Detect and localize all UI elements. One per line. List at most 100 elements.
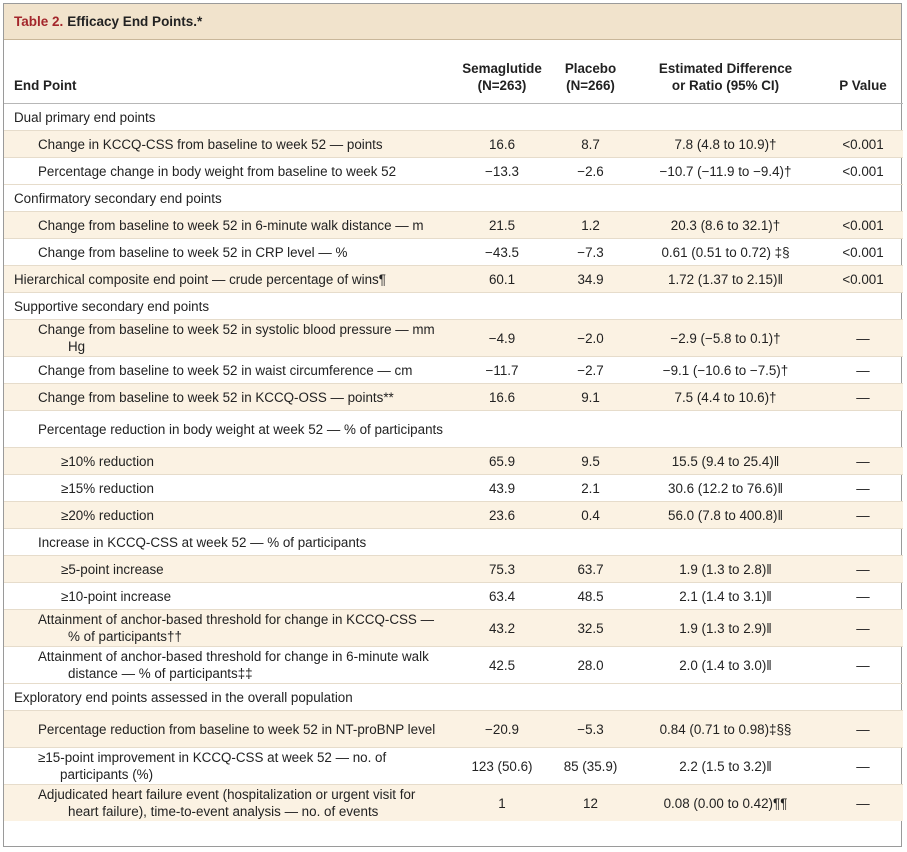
row-label: Change from baseline to week 52 in 6-min… [38,217,424,233]
difference-value: 2.0 (1.4 to 3.0)‖ [679,657,772,673]
section-row: Exploratory end points assessed in the o… [4,684,903,711]
semaglutide-value: 75.3 [488,561,516,577]
table-row: Hierarchical composite end point — crude… [4,265,903,293]
table-row: ≥15-point improvement in KCCQ-CSS at wee… [4,748,903,785]
p-value: — [856,758,870,774]
section-label: Confirmatory secondary end points [14,190,222,206]
p-value: — [856,657,870,673]
section-label: Exploratory end points assessed in the o… [14,689,353,705]
difference-value: 56.0 (7.8 to 400.8)‖ [668,507,783,523]
semaglutide-value: 123 (50.6) [471,758,533,774]
placebo-value: −2.0 [577,330,604,346]
semaglutide-value: 63.4 [488,588,516,604]
subheading-row: Increase in KCCQ-CSS at week 52 — % of p… [4,529,903,556]
semaglutide-value: −13.3 [485,163,519,179]
table-row: Change from baseline to week 52 in CRP l… [4,239,903,266]
placebo-value: 63.7 [577,561,604,577]
difference-value: 1.9 (1.3 to 2.9)‖ [679,620,772,636]
row-label: ≥10% reduction [61,453,154,469]
row-label: Attainment of anchor-based threshold for… [38,612,434,644]
table-row: Change from baseline to week 52 in waist… [4,357,903,384]
row-label: Change from baseline to week 52 in waist… [38,362,413,378]
header-row: End Point Semaglutide (N=263) Placebo (N=2… [4,40,903,104]
semaglutide-value: 65.9 [488,453,516,469]
difference-value: 7.8 (4.8 to 10.9)† [674,136,777,152]
placebo-value: 8.7 [581,136,600,152]
row-label: Percentage change in body weight from ba… [38,163,397,179]
p-value: <0.001 [842,244,884,260]
col-header-p-value: P Value [839,78,887,93]
row-label: ≥15% reduction [61,480,154,496]
difference-value: 1.72 (1.37 to 2.15)‖ [668,271,783,287]
p-value: — [856,453,870,469]
table-row: Percentage reduction from baseline to we… [4,710,903,748]
placebo-value: 34.9 [577,271,604,287]
placebo-value: 28.0 [577,657,604,673]
table-row: Adjudicated heart failure event (hospita… [4,784,903,821]
difference-value: 15.5 (9.4 to 25.4)‖ [671,453,780,469]
p-value: — [856,362,870,378]
row-label: Change from baseline to week 52 in KCCQ-… [38,389,394,405]
semaglutide-value: 43.9 [488,480,516,496]
p-value: <0.001 [842,217,884,233]
difference-value: 2.1 (1.4 to 3.1)‖ [679,588,772,604]
row-label: Adjudicated heart failure event (hospita… [38,787,416,819]
difference-value: −10.7 (−11.9 to −9.4)† [659,163,792,179]
row-label: ≥20% reduction [61,507,154,523]
difference-value: 2.2 (1.5 to 3.2)‖ [679,758,772,774]
section-row: Confirmatory secondary end points [4,185,903,212]
placebo-value: −2.6 [577,163,604,179]
table-row: ≥20% reduction 23.6 0.4 56.0 (7.8 to 400… [4,501,903,529]
difference-value: 0.84 (0.71 to 0.98)‡§§ [659,721,792,737]
semaglutide-value: 43.2 [488,620,516,636]
difference-value: 0.08 (0.00 to 0.42)¶¶ [663,795,788,811]
row-label: Change from baseline to week 52 in systo… [38,322,435,354]
row-label: Attainment of anchor-based threshold for… [38,649,429,681]
p-value: <0.001 [842,163,884,179]
placebo-value: −5.3 [577,721,604,737]
table-row: Change from baseline to week 52 in systo… [4,319,903,357]
placebo-value: −7.3 [577,244,604,260]
p-value: — [856,721,870,737]
placebo-value: 12 [583,795,598,811]
subheading-label: Percentage reduction in body weight at w… [38,421,443,437]
table-row: Attainment of anchor-based threshold for… [4,609,903,647]
subheading-label: Increase in KCCQ-CSS at week 52 — % of p… [38,534,367,550]
table-row: Change from baseline to week 52 in KCCQ-… [4,383,903,411]
row-label: ≥5-point increase [61,561,164,577]
semaglutide-value: 42.5 [488,657,516,673]
placebo-value: 85 (35.9) [563,758,618,774]
placebo-value: 1.2 [581,217,600,233]
subheading-row: Percentage reduction in body weight at w… [4,411,903,448]
table-title-bar: Table 2. Efficacy End Points.* [4,4,901,40]
row-label: Change in KCCQ-CSS from baseline to week… [38,136,383,152]
placebo-value: 9.1 [581,389,600,405]
semaglutide-value: −43.5 [485,244,519,260]
difference-value: 20.3 (8.6 to 32.1)† [670,217,781,233]
table-number: Table 2. [14,14,64,29]
p-value: — [856,330,870,346]
placebo-value: 9.5 [581,453,600,469]
difference-value: 1.9 (1.3 to 2.8)‖ [679,561,772,577]
semaglutide-value: −4.9 [488,330,516,346]
difference-value: −2.9 (−5.8 to 0.1)† [670,330,781,346]
col-header-end-point: End Point [14,78,77,93]
section-label: Supportive secondary end points [14,298,210,314]
table-row: ≥10-point increase 63.4 48.5 2.1 (1.4 to… [4,583,903,610]
placebo-value: 2.1 [581,480,600,496]
p-value: <0.001 [842,271,884,287]
col-header-placebo: Placebo (N=266) [564,61,617,93]
difference-value: 7.5 (4.4 to 10.6)† [674,389,777,405]
table-row: Change in KCCQ-CSS from baseline to week… [4,130,903,158]
efficacy-table: End Point Semaglutide (N=263) Placebo (N=2… [4,40,903,821]
placebo-value: 48.5 [577,588,604,604]
row-label: ≥15-point improvement in KCCQ-CSS at wee… [38,750,387,782]
placebo-value: −2.7 [577,362,604,378]
semaglutide-value: −11.7 [485,362,519,378]
p-value: — [856,561,870,577]
row-label: Hierarchical composite end point — crude… [14,271,386,287]
table-row: ≥10% reduction 65.9 9.5 15.5 (9.4 to 25.… [4,447,903,475]
table-frame: Table 2. Efficacy End Points.* End Point… [3,3,903,847]
p-value: — [856,507,870,523]
placebo-value: 32.5 [577,620,604,636]
